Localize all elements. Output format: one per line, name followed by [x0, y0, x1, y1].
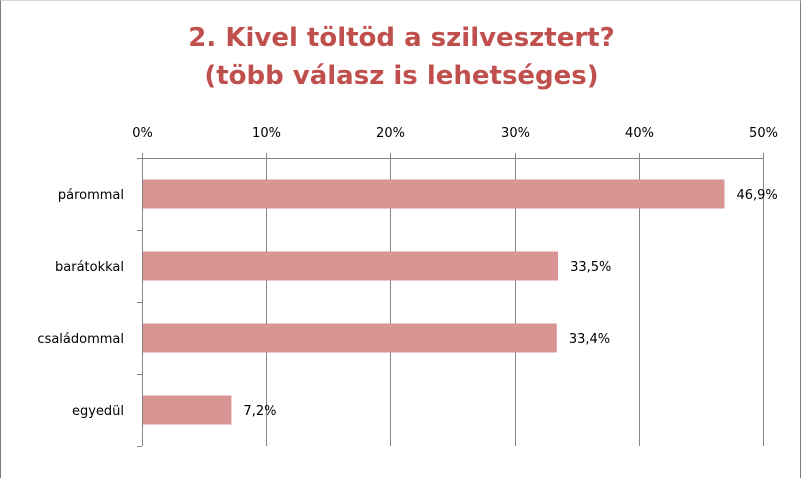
category-label: családommal [37, 332, 124, 347]
category-label: barátokkal [55, 260, 124, 275]
category-label: párommal [58, 188, 124, 203]
x-tick-label: 0% [132, 126, 153, 141]
data-label: 33,4% [569, 332, 610, 347]
x-tick-label: 20% [376, 126, 405, 141]
category-label: egyedül [72, 404, 124, 419]
bar [143, 251, 559, 281]
data-label: 7,2% [243, 404, 276, 419]
chart-title-line-2: (több válasz is lehetséges) [204, 61, 599, 91]
chart-title-line-1: 2. Kivel töltöd a szilvesztert? [188, 23, 615, 53]
x-tick-label: 40% [625, 126, 654, 141]
x-tick-label: 50% [749, 126, 778, 141]
chart-title: 2. Kivel töltöd a szilvesztert? (több vá… [1, 19, 801, 95]
x-tick-label: 30% [501, 126, 530, 141]
bar [143, 179, 725, 209]
data-label: 33,5% [570, 260, 611, 275]
x-tick-label: 10% [252, 126, 281, 141]
data-label: 46,9% [736, 188, 777, 203]
bar [143, 395, 232, 425]
bar [143, 323, 557, 353]
